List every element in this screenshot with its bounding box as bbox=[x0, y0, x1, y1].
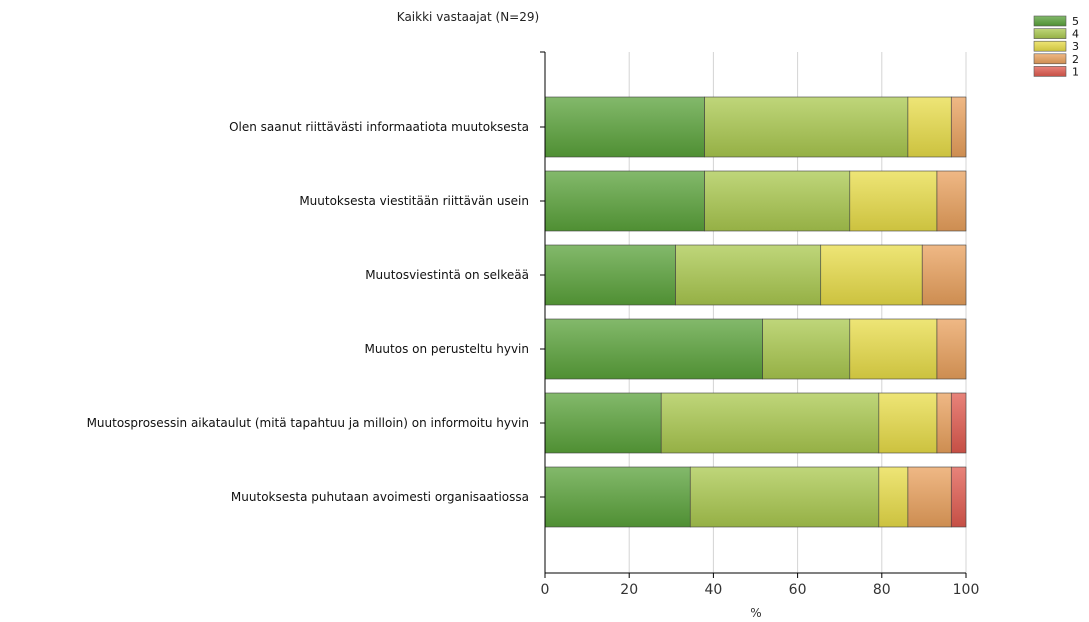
legend-swatch-4 bbox=[1033, 28, 1067, 39]
bar-segment-4 bbox=[689, 466, 880, 528]
bar-segment-1 bbox=[950, 466, 967, 528]
category-label: Muutosprosessin aikataulut (mitä tapahtu… bbox=[87, 416, 529, 430]
bar-segment-5 bbox=[544, 392, 662, 454]
bar-segment-5 bbox=[544, 170, 705, 232]
bar-segment-2 bbox=[921, 244, 967, 306]
bar-segment-1 bbox=[950, 392, 967, 454]
legend-swatch-5 bbox=[1033, 15, 1067, 27]
bar-segment-2 bbox=[907, 466, 952, 528]
bar-segment-3 bbox=[820, 244, 923, 306]
bar-segment-3 bbox=[878, 466, 909, 528]
category-label: Olen saanut riittävästi informaatiota mu… bbox=[229, 120, 529, 134]
bar-segment-5 bbox=[544, 244, 676, 306]
x-tick-label: 20 bbox=[620, 582, 638, 598]
x-tick-label: 80 bbox=[873, 582, 891, 598]
x-axis-ticks: 0 20 40 60 80 100 bbox=[541, 582, 980, 598]
legend-label: 5 bbox=[1072, 15, 1079, 28]
bar-segment-2 bbox=[950, 96, 967, 158]
bar-segment-4 bbox=[675, 244, 822, 306]
x-tick-label: 100 bbox=[953, 582, 980, 598]
chart-title: Kaikki vastaajat (N=29) bbox=[397, 10, 539, 24]
bars bbox=[544, 96, 967, 528]
bar-segment-3 bbox=[849, 170, 938, 232]
legend-swatch-1 bbox=[1033, 66, 1067, 77]
legend-label: 1 bbox=[1072, 65, 1079, 78]
x-axis-title: % bbox=[750, 606, 761, 620]
category-label: Muutoksesta viestitään riittävän usein bbox=[299, 194, 529, 208]
x-tick-label: 60 bbox=[789, 582, 807, 598]
legend-label: 2 bbox=[1072, 53, 1079, 66]
legend-label: 4 bbox=[1072, 28, 1079, 41]
legend-label: 3 bbox=[1072, 40, 1079, 53]
legend-swatch-2 bbox=[1033, 53, 1067, 65]
x-tick-label: 40 bbox=[704, 582, 722, 598]
axes bbox=[540, 51, 967, 578]
legend-swatch-3 bbox=[1033, 40, 1067, 52]
bar-segment-3 bbox=[849, 318, 938, 380]
category-labels: Olen saanut riittävästi informaatiota mu… bbox=[87, 120, 529, 504]
bar-segment-5 bbox=[544, 466, 691, 528]
bar-segment-4 bbox=[704, 96, 909, 158]
bar-segment-5 bbox=[544, 96, 705, 158]
bar-segment-3 bbox=[907, 96, 952, 158]
x-tick-label: 0 bbox=[541, 582, 550, 598]
bar-segment-4 bbox=[660, 392, 880, 454]
bar-segment-2 bbox=[936, 170, 967, 232]
bar-segment-2 bbox=[936, 392, 952, 454]
category-label: Muutoksesta puhutaan avoimesti organisaa… bbox=[231, 490, 529, 504]
bar-segment-4 bbox=[704, 170, 851, 232]
bar-segment-2 bbox=[936, 318, 967, 380]
category-label: Muutos on perusteltu hyvin bbox=[364, 342, 529, 356]
category-label: Muutosviestintä on selkeää bbox=[365, 268, 529, 282]
bar-segment-3 bbox=[878, 392, 938, 454]
bar-segment-4 bbox=[762, 318, 851, 380]
bar-segment-5 bbox=[544, 318, 763, 380]
